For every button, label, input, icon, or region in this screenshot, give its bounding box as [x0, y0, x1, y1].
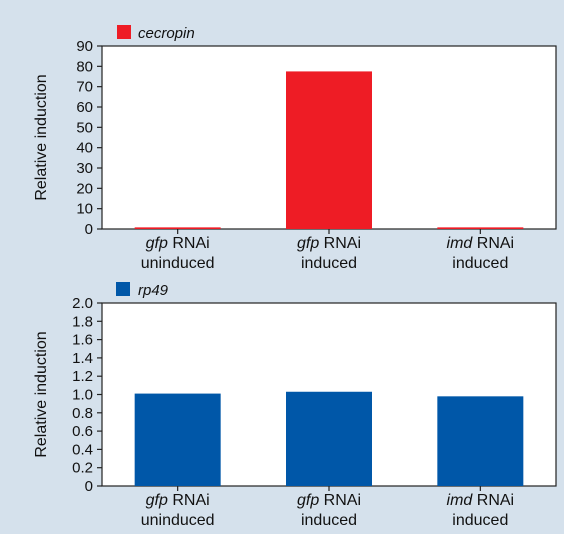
- x-tick-label: gfp RNAi: [297, 235, 361, 252]
- x-tick-label-line2: induced: [452, 255, 508, 272]
- chart-panel-2: rp49 Relative induction 00.2 0.40.60.81.0 1.…: [33, 282, 557, 529]
- y-tick-label: 60: [76, 99, 93, 116]
- y-tick-label: 90: [76, 38, 93, 55]
- y-tick-label: 0.6: [72, 423, 93, 440]
- x-tick-label-rnai: RNAi: [168, 492, 210, 509]
- chart-panel-1: cecropin Relative induction 0 10 20 30 40 50 60 7…: [33, 25, 557, 272]
- x-tick-label-gene: imd: [447, 492, 474, 509]
- y-tick-label: 1.6: [72, 332, 93, 349]
- x-tick-label-gene: gfp: [297, 235, 319, 252]
- y-tick-label: 0.8: [72, 405, 93, 422]
- y-tick-label: 50: [76, 119, 93, 136]
- y-tick-label: 0.2: [72, 460, 93, 477]
- legend-label: rp49: [138, 282, 169, 299]
- bar: [437, 227, 524, 229]
- x-tick-label-line2: induced: [452, 512, 508, 529]
- legend-label: cecropin: [138, 25, 195, 42]
- bar: [134, 393, 221, 486]
- y-tick-label: 70: [76, 79, 93, 96]
- x-tick-label-rnai: RNAi: [168, 235, 210, 252]
- y-tick-label: 30: [76, 160, 93, 177]
- bar: [134, 227, 221, 229]
- y-tick-label: 1.8: [72, 313, 93, 330]
- y-tick-label: 1.2: [72, 368, 93, 385]
- x-tick-label-rnai: RNAi: [319, 492, 361, 509]
- y-tick-label: 10: [76, 201, 93, 218]
- bar: [286, 71, 372, 230]
- x-tick-label: gfp RNAi: [146, 235, 210, 252]
- y-tick-label: 0.4: [72, 441, 93, 458]
- x-tick-label: imd RNAi: [447, 235, 515, 252]
- y-tick-label: 1.4: [72, 350, 93, 367]
- x-tick-label: gfp RNAi: [297, 492, 361, 509]
- x-tick-label-line2: uninduced: [141, 512, 215, 529]
- y-tick-label: 40: [76, 140, 93, 157]
- x-tick-label: gfp RNAi: [146, 492, 210, 509]
- legend-swatch: [117, 25, 131, 39]
- x-tick-label: imd RNAi: [447, 492, 515, 509]
- x-tick-label-gene: gfp: [146, 235, 168, 252]
- x-tick-label-rnai: RNAi: [472, 235, 514, 252]
- x-tick-label-rnai: RNAi: [319, 235, 361, 252]
- bar: [286, 391, 372, 486]
- y-axis-label: Relative induction: [33, 331, 50, 457]
- x-tick-label-line2: induced: [301, 512, 357, 529]
- y-tick-label: 80: [76, 58, 93, 75]
- x-tick-label-line2: uninduced: [141, 255, 215, 272]
- y-tick-label: 1.0: [72, 387, 93, 404]
- y-axis-label: Relative induction: [33, 74, 50, 200]
- x-tick-label-line2: induced: [301, 255, 357, 272]
- y-tick-label: 0: [85, 221, 93, 238]
- y-tick-label: 0: [85, 478, 93, 495]
- y-tick-label: 2.0: [72, 295, 93, 312]
- x-tick-label-gene: gfp: [146, 492, 168, 509]
- legend-swatch: [116, 282, 130, 296]
- x-tick-label-rnai: RNAi: [472, 492, 514, 509]
- bar: [437, 396, 524, 486]
- x-tick-label-gene: gfp: [297, 492, 319, 509]
- x-tick-label-gene: imd: [447, 235, 474, 252]
- y-tick-label: 20: [76, 180, 93, 197]
